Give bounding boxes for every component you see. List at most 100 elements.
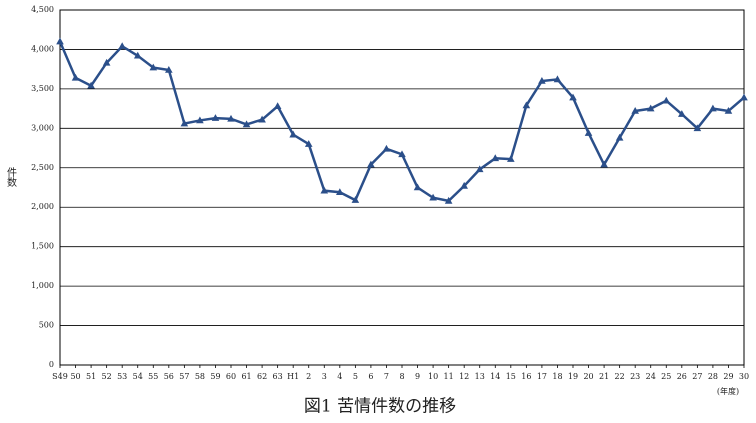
x-tick-label: 12: [459, 372, 469, 381]
data-marker: [180, 119, 189, 127]
x-tick-label: 15: [506, 372, 516, 381]
x-tick-label: 19: [568, 372, 578, 381]
x-tick-label: 23: [630, 372, 640, 381]
data-marker: [336, 188, 344, 196]
data-marker: [693, 124, 702, 132]
data-marker: [87, 81, 95, 89]
x-tick-label: 26: [677, 372, 687, 381]
x-tick-label: 6: [368, 372, 373, 381]
data-marker: [522, 101, 531, 109]
data-marker: [242, 120, 251, 128]
data-line: [58, 41, 745, 203]
x-tick-label: 20: [583, 372, 593, 381]
x-tick-label: 55: [148, 372, 158, 381]
x-tick-label: 53: [117, 372, 127, 381]
x-tick-label: 50: [70, 372, 80, 381]
data-marker: [304, 140, 313, 147]
data-marker: [367, 160, 375, 168]
data-marker: [71, 73, 80, 81]
x-tick-label: 28: [708, 372, 718, 381]
x-tick-label: H1: [287, 372, 299, 381]
x-tick-label: 18: [552, 372, 562, 381]
x-tick-label: 5: [353, 372, 358, 381]
data-marker: [149, 63, 158, 71]
data-marker: [398, 150, 406, 158]
y-tick-label: 3,500: [31, 84, 54, 93]
x-tick-label: 24: [646, 372, 656, 381]
y-tick-label: 0: [49, 360, 54, 369]
data-marker: [289, 130, 297, 138]
data-marker: [724, 106, 733, 114]
x-tick-label: 52: [102, 372, 112, 381]
data-marker: [102, 58, 111, 66]
data-marker: [491, 154, 500, 162]
data-marker: [196, 116, 204, 124]
data-marker: [382, 144, 391, 152]
x-axis-unit: (年度): [717, 386, 739, 396]
y-tick-label: 500: [39, 321, 54, 330]
data-marker: [118, 42, 126, 50]
x-tick-label: 16: [521, 372, 531, 381]
data-marker: [211, 114, 220, 121]
y-tick-label: 2,500: [31, 163, 54, 172]
data-marker: [646, 104, 655, 112]
data-marker: [227, 114, 235, 122]
data-marker: [553, 75, 562, 83]
data-marker: [569, 93, 577, 101]
x-tick-label: 4: [337, 372, 342, 381]
data-marker: [460, 181, 468, 189]
data-marker: [475, 165, 484, 173]
x-tick-label: S49: [52, 372, 68, 381]
x-tick-label: 17: [537, 372, 547, 381]
data-marker: [615, 133, 624, 141]
x-tick-label: 22: [615, 372, 625, 381]
data-marker: [631, 106, 639, 114]
data-marker: [678, 110, 686, 117]
data-marker: [709, 104, 717, 112]
data-marker: [413, 183, 422, 191]
x-tick-label: 27: [692, 372, 702, 381]
x-tick-label: 59: [210, 372, 220, 381]
data-marker: [538, 77, 546, 84]
chart-title: 図1 苦情件数の推移: [304, 397, 456, 417]
x-tick-label: 62: [257, 372, 267, 381]
x-tick-label: 8: [399, 372, 404, 381]
data-marker: [258, 115, 266, 123]
y-tick-label: 4,000: [31, 44, 54, 53]
x-tick-label: 51: [86, 372, 96, 381]
x-tick-label: 13: [475, 372, 485, 381]
y-tick-label: 1,000: [31, 281, 54, 290]
data-marker: [56, 37, 64, 45]
data-marker: [584, 129, 593, 136]
data-marker: [320, 186, 329, 194]
x-tick-label: 61: [241, 372, 251, 381]
x-tick-label: 21: [599, 372, 609, 381]
data-marker: [273, 102, 282, 110]
data-marker: [507, 155, 515, 162]
y-tick-label: 3,000: [31, 123, 54, 132]
data-marker: [351, 196, 360, 203]
data-marker: [429, 193, 437, 201]
x-tick-label: 7: [384, 372, 389, 381]
x-tick-label: 58: [195, 372, 205, 381]
y-axis-label-1: 件数: [5, 167, 17, 188]
x-tick-label: 10: [428, 372, 438, 381]
x-tick-label: 60: [226, 372, 236, 381]
x-tick-label: 56: [164, 372, 174, 381]
data-marker: [600, 160, 608, 168]
x-tick-label: 11: [444, 372, 454, 381]
x-tick-label: 3: [322, 372, 327, 381]
x-tick-label: 9: [415, 372, 420, 381]
data-marker: [444, 196, 453, 204]
data-marker: [165, 65, 173, 73]
y-tick-label: 4,500: [31, 5, 54, 14]
x-tick-label: 25: [661, 372, 671, 381]
x-tick-label: 2: [306, 372, 311, 381]
data-marker: [740, 93, 748, 101]
y-tick-label: 1,500: [31, 242, 54, 251]
plot-border: [59, 9, 745, 366]
y-tick-label: 2,000: [31, 202, 54, 211]
x-tick-label: 63: [273, 372, 283, 381]
x-tick-label: 14: [490, 372, 500, 381]
